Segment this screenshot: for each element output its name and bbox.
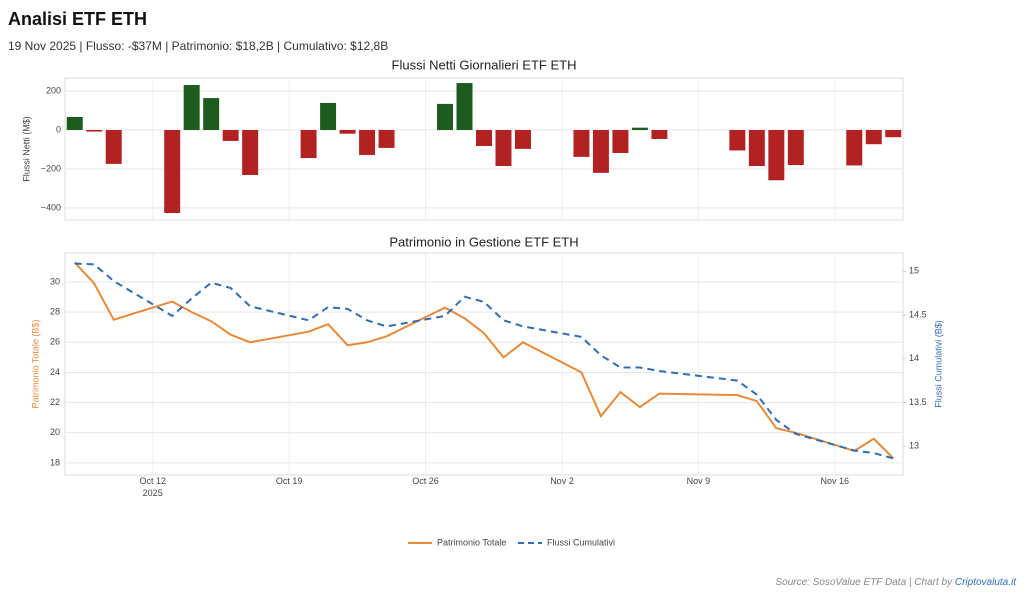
x-tick-label: Oct 26: [412, 476, 439, 486]
y2-tick-label: 13.5: [909, 397, 927, 407]
y-tick-label: 28: [50, 306, 60, 316]
bar: [183, 85, 200, 131]
bar: [86, 130, 103, 132]
bar: [846, 130, 863, 166]
bar: [242, 130, 259, 176]
bar: [105, 130, 122, 164]
bar: [164, 130, 181, 213]
y2-tick-label: 15: [909, 266, 919, 276]
y2-tick-label: 14: [909, 353, 919, 363]
bar: [495, 130, 512, 167]
y-tick-label: 0: [56, 124, 61, 134]
bar: [359, 130, 376, 155]
page-title: Analisi ETF ETH: [8, 9, 147, 29]
bar: [476, 130, 492, 146]
bar: [768, 130, 785, 181]
plot-frame: [64, 77, 904, 221]
y-tick-label: 26: [50, 337, 60, 347]
legend-label: Patrimonio Totale: [437, 537, 506, 547]
y2-tick-label: 13: [909, 441, 919, 451]
bar: [203, 98, 220, 131]
plot-frame: [64, 252, 904, 476]
series-line: [73, 261, 895, 460]
x-tick-label: Oct 12: [139, 476, 166, 486]
bar: [592, 130, 609, 173]
x-tick-label: Oct 19: [276, 476, 303, 486]
x-tick-year: 2025: [143, 488, 163, 498]
bar: [885, 130, 902, 138]
y-tick-label: 22: [50, 397, 60, 407]
x-tick-label: Nov 2: [550, 476, 574, 486]
x-tick-label: Nov 16: [821, 476, 850, 486]
y2-axis-label: Flussi Cumulativi (B$): [933, 320, 943, 408]
legend-label: Flussi Cumulativi: [547, 537, 615, 547]
bar: [748, 130, 765, 167]
bar: [456, 83, 473, 131]
y2-tick-label: 14.5: [909, 309, 927, 319]
bar: [339, 130, 356, 134]
y-tick-label: 18: [50, 457, 60, 467]
bar: [865, 130, 882, 145]
bar: [651, 130, 668, 139]
y-tick-label: 24: [50, 367, 60, 377]
bar: [378, 130, 395, 148]
y-axis-label: Flussi Netti (M$): [21, 116, 31, 182]
bar: [66, 116, 83, 131]
y-tick-label: −400: [41, 202, 61, 212]
bar: [320, 102, 337, 131]
series-line: [74, 262, 894, 460]
bar: [300, 130, 317, 159]
source-note: Source: SosoValue ETF Data | Chart by Cr…: [776, 577, 1018, 588]
bar: [573, 130, 590, 157]
bar: [437, 103, 454, 131]
bar: [729, 130, 746, 151]
bar: [612, 130, 629, 153]
source-link[interactable]: Criptovaluta.it: [955, 577, 1017, 588]
y-tick-label: −200: [41, 163, 61, 173]
source-text: Source: SosoValue ETF Data | Chart by: [776, 577, 955, 588]
bar: [222, 130, 239, 141]
bar: [787, 130, 804, 166]
x-tick-label: Nov 9: [687, 476, 711, 486]
bar: [514, 130, 531, 149]
bar: [631, 127, 648, 131]
chart-title: Patrimonio in Gestione ETF ETH: [389, 234, 578, 249]
chart-title: Flussi Netti Giornalieri ETF ETH: [392, 57, 577, 72]
y-tick-label: 30: [50, 276, 60, 286]
y-tick-label: 20: [50, 427, 60, 437]
subtitle: 19 Nov 2025 | Flusso: -$37M | Patrimonio…: [8, 39, 388, 53]
y-axis-label: Patrimonio Totale (B$): [30, 320, 40, 409]
y-tick-label: 200: [46, 85, 61, 95]
